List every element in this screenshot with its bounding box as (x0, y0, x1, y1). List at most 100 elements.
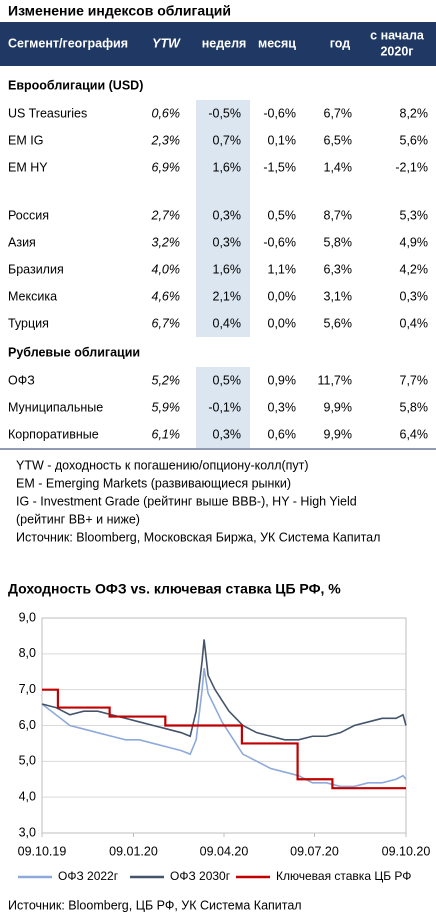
series-line (42, 688, 406, 790)
cell: 4,6% (152, 289, 181, 303)
cell: -1,5% (263, 160, 296, 174)
cell: 2,3% (151, 133, 181, 147)
cell: 0,0% (268, 316, 297, 330)
cell: -0,6% (263, 106, 296, 120)
shade (196, 394, 250, 421)
column-header: 2020г (380, 44, 413, 58)
cell: 0,9% (268, 373, 297, 387)
y-tick-label: 6,0 (19, 718, 36, 732)
cell: 0,3% (268, 400, 297, 414)
row-label: Азия (8, 235, 36, 249)
shade (196, 181, 250, 202)
cell: 0,1% (268, 133, 297, 147)
cell: 3,2% (152, 235, 181, 249)
shade (196, 256, 250, 283)
cell: 5,3% (400, 208, 429, 222)
cell: 6,3% (324, 262, 353, 276)
y-tick-label: 9,0 (19, 610, 36, 624)
note: YTW - доходность к погашению/опциону-кол… (16, 458, 309, 472)
cell: 0,7% (213, 133, 242, 147)
cell: -0,5% (208, 106, 241, 120)
cell: 9,9% (324, 427, 353, 441)
cell: 6,7% (324, 106, 353, 120)
cell: 4,9% (400, 235, 429, 249)
cell: 0,3% (400, 289, 429, 303)
cell: 0,3% (213, 427, 242, 441)
column-header: неделя (202, 36, 247, 50)
shade (196, 100, 250, 127)
cell: 0,6% (152, 106, 181, 120)
shade (196, 283, 250, 310)
section-title: Еврооблигации (USD) (8, 78, 143, 92)
cell: 5,8% (400, 400, 429, 414)
x-tick-label: 09.10.20 (382, 844, 431, 858)
cell: 2,7% (151, 208, 181, 222)
cell: 6,4% (400, 427, 429, 441)
row-label: Корпоративные (8, 427, 99, 441)
cell: 0,4% (400, 316, 429, 330)
column-header: с начала (370, 28, 425, 42)
y-tick-label: 7,0 (19, 682, 36, 696)
cell: 8,2% (400, 106, 429, 120)
legend-label: ОФЗ 2022г (58, 869, 119, 883)
note: (рейтинг BB+ и ниже) (16, 512, 140, 526)
table-header-bg (0, 22, 436, 66)
cell: 6,5% (324, 133, 353, 147)
cell: 9,9% (324, 400, 353, 414)
cell: 11,7% (317, 373, 352, 387)
y-tick-label: 3,0 (19, 825, 36, 839)
x-tick-label: 09.04.20 (200, 844, 249, 858)
column-header: Сегмент/география (8, 36, 128, 50)
shade (196, 229, 250, 256)
cell: 5,6% (324, 316, 353, 330)
row-label: Турция (8, 316, 49, 330)
x-tick-label: 09.07.20 (290, 844, 339, 858)
column-header: год (330, 36, 351, 50)
cell: 8,7% (324, 208, 353, 222)
cell: 6,7% (152, 316, 181, 330)
row-label: Бразилия (8, 262, 64, 276)
row-label: Мексика (8, 289, 57, 303)
chart-source: Источник: Bloomberg, ЦБ РФ, УК Система К… (8, 898, 302, 912)
series-line (41, 668, 407, 788)
cell: 0,0% (268, 289, 297, 303)
y-tick-label: 5,0 (19, 754, 36, 768)
shade (196, 202, 250, 229)
note: IG - Investment Grade (рейтинг выше BBB-… (16, 494, 357, 508)
cell: 5,9% (152, 400, 181, 414)
cell: -0,1% (208, 400, 241, 414)
cell: 0,3% (213, 235, 242, 249)
cell: 1,4% (324, 160, 353, 174)
note: Источник: Bloomberg, Московская Биржа, У… (16, 530, 380, 544)
cell: 1,1% (268, 262, 297, 276)
y-tick-label: 4,0 (19, 789, 36, 803)
cell: 7,7% (400, 373, 429, 387)
chart-title: Доходность ОФЗ vs. ключевая ставка ЦБ РФ… (8, 581, 341, 597)
table-title: Изменение индексов облигаций (8, 3, 231, 19)
legend-label: ОФЗ 2030г (170, 869, 231, 883)
cell: -2,1% (395, 160, 428, 174)
note: EM - Emerging Markets (развивающиеся рын… (16, 476, 291, 490)
cell: 2,1% (213, 289, 242, 303)
cell: 0,5% (268, 208, 297, 222)
shade (196, 367, 250, 394)
cell: 4,2% (400, 262, 429, 276)
cell: 0,3% (213, 208, 242, 222)
row-label: ОФЗ (8, 373, 35, 387)
shade (196, 310, 250, 337)
column-header: месяц (258, 36, 296, 50)
row-label: US Treasuries (8, 106, 87, 120)
x-tick-label: 09.01.20 (109, 844, 158, 858)
cell: -0,6% (263, 235, 296, 249)
shade (196, 127, 250, 154)
cell: 3,1% (324, 289, 353, 303)
y-tick-label: 8,0 (19, 646, 36, 660)
legend-label: Ключевая ставка ЦБ РФ (276, 869, 411, 883)
cell: 0,5% (213, 373, 242, 387)
cell: 6,1% (152, 427, 181, 441)
row-label: EM IG (8, 133, 43, 147)
section-title: Рублевые облигации (8, 345, 140, 359)
cell: 5,8% (324, 235, 353, 249)
row-label: Муниципальные (8, 400, 103, 414)
